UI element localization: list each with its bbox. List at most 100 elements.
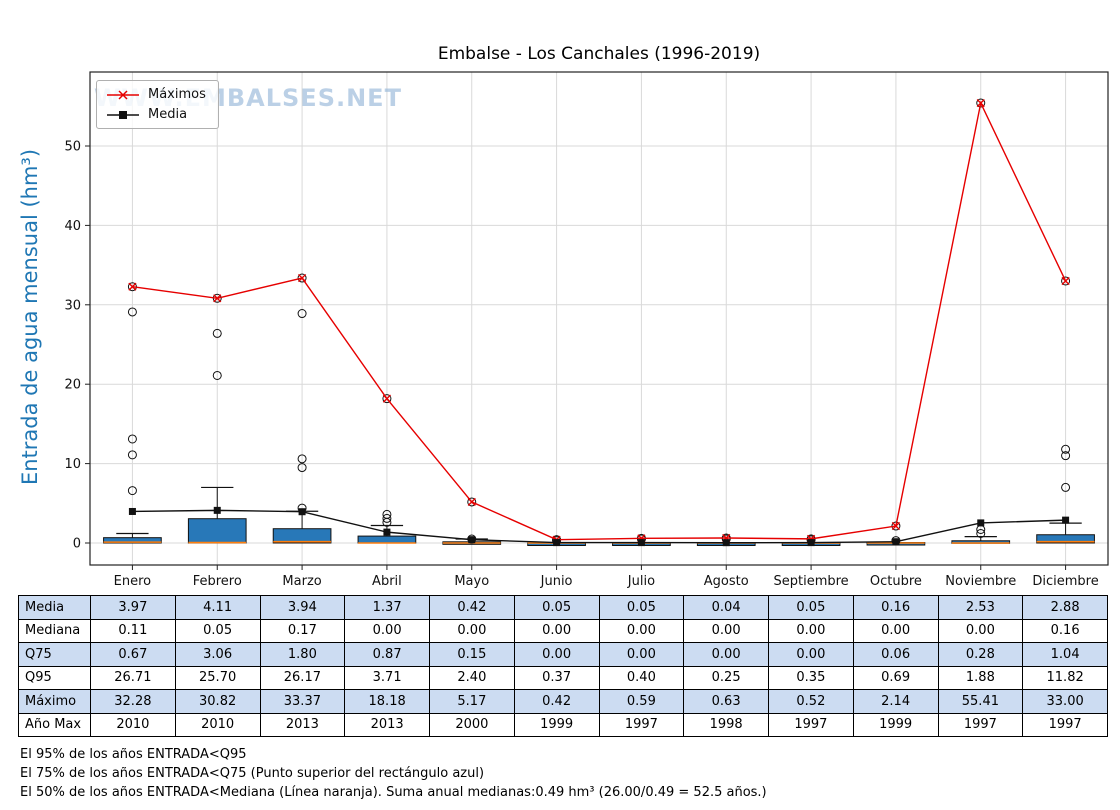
table-cell: 0.15 bbox=[429, 642, 515, 667]
table-cell: 1997 bbox=[1022, 712, 1108, 737]
table-cell: 0.05 bbox=[768, 595, 854, 620]
table-cell: 1.80 bbox=[259, 642, 346, 667]
table-cell: 0.00 bbox=[513, 618, 600, 643]
table-row: Máximo 32.28 30.82 33.37 18.18 5.17 0.42 0.59 0.… bbox=[18, 689, 1108, 714]
legend-item-media: Media bbox=[105, 107, 206, 122]
table-cell: 1997 bbox=[937, 712, 1024, 737]
table-cell: 1999 bbox=[513, 712, 600, 737]
table-cell: 2.40 bbox=[429, 665, 515, 690]
svg-text:50: 50 bbox=[64, 140, 81, 155]
chart-legend: Máximos Media bbox=[96, 80, 219, 129]
table-cell: 33.37 bbox=[259, 689, 346, 714]
media-line-square-icon bbox=[107, 110, 139, 119]
legend-item-maximos: Máximos bbox=[105, 87, 206, 102]
stats-table: Media 3.97 4.11 3.94 1.37 0.42 0.05 0.05 0.04 0.0… bbox=[18, 595, 1108, 737]
boxplot-chart: 0 10 20 30 40 50 Enero Febrero Marzo Abril Mayo Jun… bbox=[64, 71, 1109, 589]
svg-text:Noviembre: Noviembre bbox=[945, 574, 1016, 589]
table-cell: 0.00 bbox=[852, 618, 939, 643]
table-cell: 2013 bbox=[259, 712, 346, 737]
table-cell: 0.42 bbox=[513, 689, 600, 714]
table-cell: 25.70 bbox=[174, 665, 261, 690]
table-row: Q75 0.67 3.06 1.80 0.87 0.15 0.00 0.00 0.00 0.00 0… bbox=[18, 642, 1108, 667]
footnote-q95: El 95% de los años ENTRADA<Q95 bbox=[20, 747, 247, 762]
table-cell: 0.06 bbox=[852, 642, 939, 667]
table-cell: 0.52 bbox=[768, 689, 854, 714]
table-cell: 4.11 bbox=[174, 595, 261, 620]
table-cell: 2.88 bbox=[1022, 595, 1108, 620]
table-cell: 1997 bbox=[598, 712, 685, 737]
table-cell: 2.14 bbox=[852, 689, 939, 714]
row-label: Año Max bbox=[18, 712, 91, 737]
chart-title: Embalse - Los Canchales (1996-2019) bbox=[437, 44, 761, 64]
table-cell: 33.00 bbox=[1022, 689, 1108, 714]
table-cell: 0.00 bbox=[344, 618, 430, 643]
table-cell: 2013 bbox=[344, 712, 430, 737]
svg-text:Enero: Enero bbox=[114, 574, 152, 589]
table-cell: 1.37 bbox=[344, 595, 430, 620]
table-cell: 0.59 bbox=[598, 689, 685, 714]
table-cell: 1998 bbox=[683, 712, 769, 737]
svg-text:Junio: Junio bbox=[540, 574, 573, 589]
table-cell: 0.67 bbox=[90, 642, 176, 667]
table-cell: 0.05 bbox=[513, 595, 600, 620]
table-cell: 0.04 bbox=[683, 595, 769, 620]
table-row: Q95 26.71 25.70 26.17 3.71 2.40 0.37 0.40 0.25 0.… bbox=[18, 665, 1108, 690]
table-cell: 0.05 bbox=[174, 618, 261, 643]
table-cell: 2010 bbox=[90, 712, 176, 737]
table-cell: 0.00 bbox=[598, 618, 685, 643]
table-cell: 0.00 bbox=[598, 642, 685, 667]
table-cell: 0.17 bbox=[259, 618, 346, 643]
row-label: Q75 bbox=[18, 642, 91, 667]
svg-text:30: 30 bbox=[64, 298, 81, 313]
table-cell: 0.87 bbox=[344, 642, 430, 667]
table-cell: 0.42 bbox=[429, 595, 515, 620]
svg-text:Abril: Abril bbox=[372, 574, 402, 589]
table-cell: 5.17 bbox=[429, 689, 515, 714]
table-row: Año Max 2010 2010 2013 2013 2000 1999 1997 1998 1… bbox=[18, 712, 1108, 737]
row-label: Mediana bbox=[18, 618, 91, 643]
table-cell: 0.00 bbox=[429, 618, 515, 643]
table-cell: 0.05 bbox=[598, 595, 685, 620]
table-cell: 0.00 bbox=[683, 618, 769, 643]
svg-text:Julio: Julio bbox=[627, 574, 655, 589]
footnote-q75: El 75% de los años ENTRADA<Q75 (Punto su… bbox=[20, 766, 485, 781]
table-cell: 26.71 bbox=[90, 665, 176, 690]
svg-text:Marzo: Marzo bbox=[282, 574, 321, 589]
table-row: Media 3.97 4.11 3.94 1.37 0.42 0.05 0.05 0.04 0.0… bbox=[18, 595, 1108, 620]
table-cell: 2010 bbox=[174, 712, 261, 737]
table-cell: 0.37 bbox=[513, 665, 600, 690]
table-cell: 1.04 bbox=[1022, 642, 1108, 667]
table-cell: 0.28 bbox=[937, 642, 1024, 667]
table-cell: 18.18 bbox=[344, 689, 430, 714]
svg-text:Mayo: Mayo bbox=[454, 574, 489, 589]
svg-text:40: 40 bbox=[64, 219, 81, 234]
svg-text:0: 0 bbox=[73, 537, 81, 552]
table-row: Mediana 0.11 0.05 0.17 0.00 0.00 0.00 0.00 0.00 0… bbox=[18, 618, 1108, 643]
svg-text:10: 10 bbox=[64, 457, 81, 472]
table-cell: 30.82 bbox=[174, 689, 261, 714]
row-label: Media bbox=[18, 595, 91, 620]
table-cell: 0.35 bbox=[768, 665, 854, 690]
table-cell: 3.06 bbox=[174, 642, 261, 667]
table-cell: 0.00 bbox=[768, 642, 854, 667]
table-cell: 0.16 bbox=[1022, 618, 1108, 643]
table-cell: 1997 bbox=[768, 712, 854, 737]
row-label: Máximo bbox=[18, 689, 91, 714]
table-cell: 1.88 bbox=[937, 665, 1024, 690]
maximos-line-x-icon bbox=[107, 89, 139, 100]
table-cell: 3.97 bbox=[90, 595, 176, 620]
svg-text:Octubre: Octubre bbox=[870, 574, 922, 589]
table-cell: 0.11 bbox=[90, 618, 176, 643]
table-cell: 0.25 bbox=[683, 665, 769, 690]
svg-text:20: 20 bbox=[64, 378, 81, 393]
footnote-mediana: El 50% de los años ENTRADA<Mediana (Líne… bbox=[20, 785, 767, 800]
table-cell: 2000 bbox=[429, 712, 515, 737]
legend-label-media: Media bbox=[148, 107, 188, 122]
row-label: Q95 bbox=[18, 665, 91, 690]
table-cell: 1999 bbox=[852, 712, 939, 737]
table-cell: 0.16 bbox=[852, 595, 939, 620]
table-cell: 32.28 bbox=[90, 689, 176, 714]
svg-text:Agosto: Agosto bbox=[704, 574, 749, 589]
table-cell: 26.17 bbox=[259, 665, 346, 690]
